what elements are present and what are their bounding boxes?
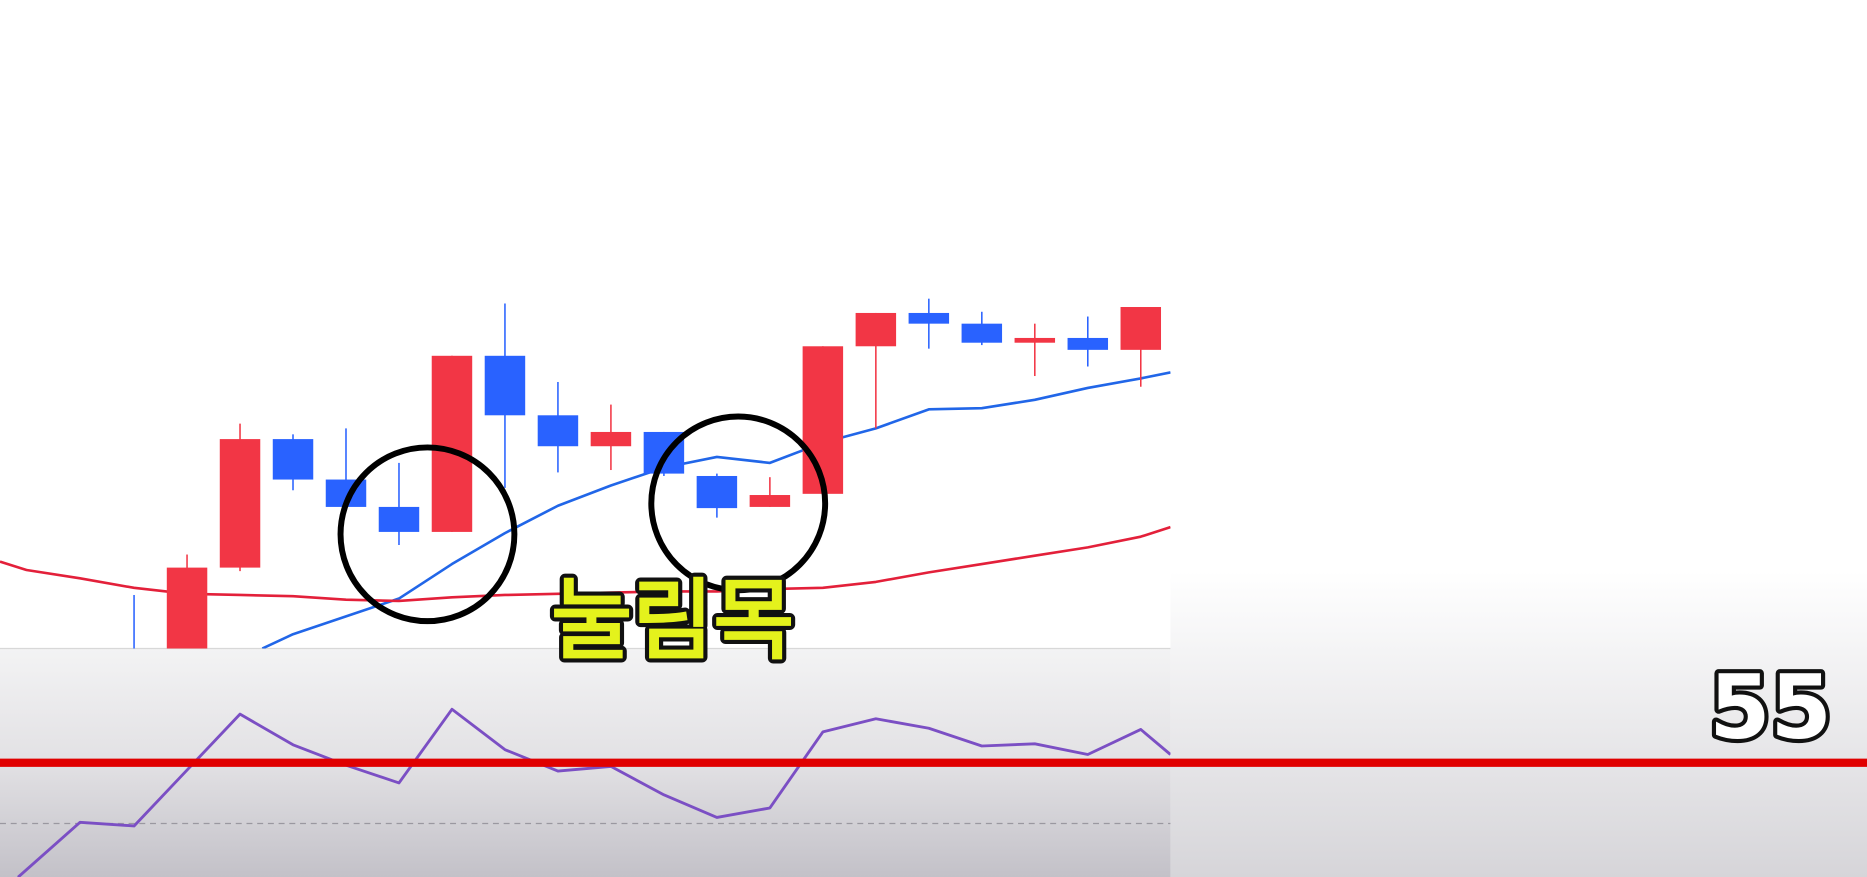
candle-body xyxy=(749,495,791,507)
background xyxy=(1170,571,1867,877)
candle-body xyxy=(590,431,632,447)
highlight-circle xyxy=(648,413,829,594)
candle-body xyxy=(855,312,897,347)
candle-body xyxy=(908,312,950,324)
candle-body xyxy=(696,475,738,509)
candle-body xyxy=(961,323,1003,343)
candle-body xyxy=(1014,337,1056,343)
candle-body xyxy=(537,415,579,447)
candle-body xyxy=(1120,307,1162,350)
annotation: 눌림목 xyxy=(551,569,794,672)
candle-body xyxy=(166,567,208,649)
candle-body xyxy=(219,439,261,568)
candle-body xyxy=(378,506,420,532)
candle-body xyxy=(802,346,844,494)
highlight-circle xyxy=(337,444,518,625)
price-panel xyxy=(0,298,1171,649)
candle-body xyxy=(484,355,526,416)
candle-body xyxy=(1067,337,1109,350)
level-label: 55 xyxy=(1709,656,1832,759)
moving-average xyxy=(261,371,1171,649)
candle-body xyxy=(272,439,314,480)
candle-body xyxy=(431,355,473,532)
